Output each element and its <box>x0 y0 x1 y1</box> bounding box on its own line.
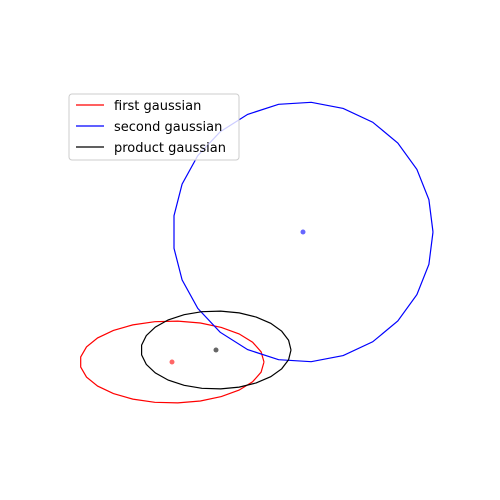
legend: first gaussian second gaussian product g… <box>68 93 240 161</box>
ellipse-second-gaussian <box>173 101 434 363</box>
legend-label-first-gaussian: first gaussian <box>114 99 201 114</box>
ellipse-first-gaussian <box>80 320 265 404</box>
center-point-product-gaussian <box>213 347 219 353</box>
center-point-first-gaussian <box>169 359 175 365</box>
legend-label-product-gaussian: product gaussian <box>114 141 226 156</box>
ellipse-curves <box>80 101 434 404</box>
center-point-second-gaussian <box>300 229 306 235</box>
legend-label-second-gaussian: second gaussian <box>114 120 222 135</box>
ellipse-product-gaussian <box>141 310 292 390</box>
center-points <box>169 229 306 365</box>
legend-frame <box>68 93 240 161</box>
